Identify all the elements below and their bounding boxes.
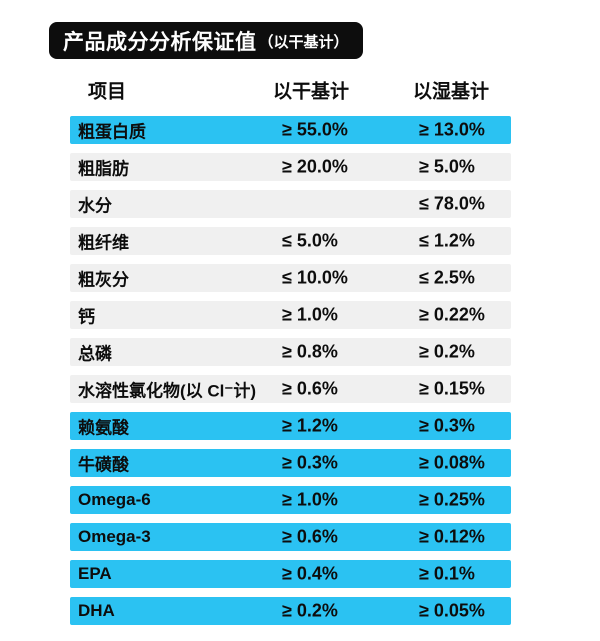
dry-basis-value: ≥ 55.0% [282, 119, 348, 140]
dry-basis-value: ≤ 10.0% [282, 267, 348, 288]
column-header-wet-basis: 以湿基计 [413, 81, 490, 103]
dry-basis-value: ≥ 0.6% [282, 378, 338, 399]
table-row: Omega-6 ≥ 1.0% ≥ 0.25% [70, 486, 511, 514]
table-header: 项目 以干基计 以湿基计 [70, 76, 511, 104]
table-body: 粗蛋白质 ≥ 55.0% ≥ 13.0% 粗脂肪 ≥ 20.0% ≥ 5.0% 水分 ≤ 78… [70, 116, 511, 634]
wet-basis-value: ≥ 13.0% [419, 119, 485, 140]
dry-basis-value: ≥ 0.2% [282, 600, 338, 621]
wet-basis-value: ≥ 0.2% [419, 341, 475, 362]
column-header-item: 项目 [88, 81, 127, 103]
row-label: 水分 [78, 196, 112, 216]
table-row: 水溶性氯化物(以 Cl⁻计) ≥ 0.6% ≥ 0.15% [70, 375, 511, 403]
wet-basis-value: ≤ 1.2% [419, 230, 475, 251]
table-row: 牛磺酸 ≥ 0.3% ≥ 0.08% [70, 449, 511, 477]
dry-basis-value: ≥ 0.6% [282, 526, 338, 547]
banner-title: 产品成分分析保证值 [63, 30, 257, 54]
wet-basis-value: ≤ 2.5% [419, 267, 475, 288]
row-label: 牛磺酸 [78, 455, 129, 475]
dry-basis-value: ≥ 1.0% [282, 304, 338, 325]
row-label: 总磷 [78, 344, 112, 364]
table-row: 钙 ≥ 1.0% ≥ 0.22% [70, 301, 511, 329]
wet-basis-value: ≥ 0.15% [419, 378, 485, 399]
wet-basis-value: ≥ 0.3% [419, 415, 475, 436]
wet-basis-value: ≥ 0.05% [419, 600, 485, 621]
row-label: 钙 [78, 307, 95, 327]
banner-subtitle: （以干基计） [258, 34, 349, 51]
table-row: EPA ≥ 0.4% ≥ 0.1% [70, 560, 511, 588]
table-row: 粗蛋白质 ≥ 55.0% ≥ 13.0% [70, 116, 511, 144]
page-title-banner: 产品成分分析保证值 （以干基计） [49, 22, 363, 59]
table-row: 总磷 ≥ 0.8% ≥ 0.2% [70, 338, 511, 366]
wet-basis-value: ≥ 5.0% [419, 156, 475, 177]
row-label: DHA [78, 601, 115, 620]
dry-basis-value: ≥ 1.0% [282, 489, 338, 510]
dry-basis-value: ≤ 5.0% [282, 230, 338, 251]
table-row: 水分 ≤ 78.0% [70, 190, 511, 218]
dry-basis-value: ≥ 1.2% [282, 415, 338, 436]
row-label: 粗灰分 [78, 270, 129, 290]
row-label: Omega-6 [78, 490, 151, 509]
wet-basis-value: ≥ 0.1% [419, 563, 475, 584]
row-label: EPA [78, 564, 112, 583]
row-label: 粗脂肪 [78, 159, 129, 179]
table-row: DHA ≥ 0.2% ≥ 0.05% [70, 597, 511, 625]
dry-basis-value: ≥ 0.4% [282, 563, 338, 584]
wet-basis-value: ≥ 0.22% [419, 304, 485, 325]
wet-basis-value: ≥ 0.25% [419, 489, 485, 510]
dry-basis-value: ≥ 0.3% [282, 452, 338, 473]
row-label: 粗蛋白质 [78, 122, 146, 142]
table-row: 赖氨酸 ≥ 1.2% ≥ 0.3% [70, 412, 511, 440]
table-row: Omega-3 ≥ 0.6% ≥ 0.12% [70, 523, 511, 551]
dry-basis-value: ≥ 20.0% [282, 156, 348, 177]
row-label: Omega-3 [78, 527, 151, 546]
table-row: 粗纤维 ≤ 5.0% ≤ 1.2% [70, 227, 511, 255]
wet-basis-value: ≤ 78.0% [419, 193, 485, 214]
wet-basis-value: ≥ 0.12% [419, 526, 485, 547]
row-label: 水溶性氯化物(以 Cl⁻计) [78, 381, 257, 401]
row-label: 粗纤维 [78, 233, 129, 253]
table-row: 粗灰分 ≤ 10.0% ≤ 2.5% [70, 264, 511, 292]
dry-basis-value: ≥ 0.8% [282, 341, 338, 362]
table-row: 粗脂肪 ≥ 20.0% ≥ 5.0% [70, 153, 511, 181]
column-header-dry-basis: 以干基计 [273, 81, 350, 103]
row-label: 赖氨酸 [78, 418, 129, 438]
wet-basis-value: ≥ 0.08% [419, 452, 485, 473]
